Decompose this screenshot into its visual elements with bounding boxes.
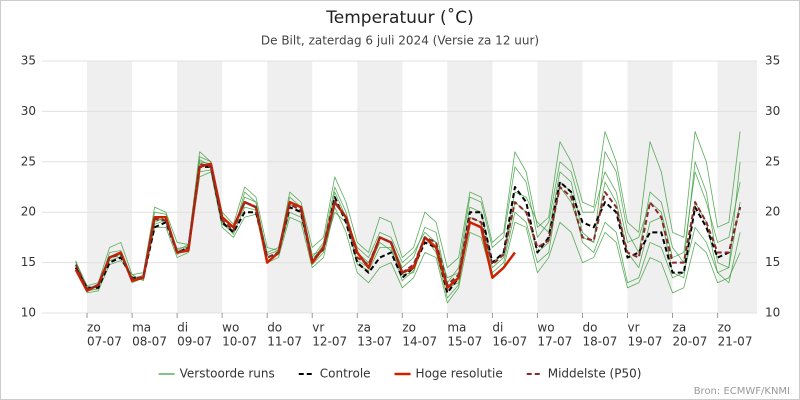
x-tick-label: ma — [132, 321, 151, 335]
x-tick-date: 19-07 — [628, 335, 663, 349]
x-tick-label: za — [673, 321, 687, 335]
day-shade — [447, 61, 493, 313]
legend-label: Controle — [320, 367, 371, 381]
x-tick-date: 09-07 — [177, 335, 212, 349]
legend-label: Hoge resolutie — [416, 367, 503, 381]
x-tick-date: 15-07 — [447, 335, 482, 349]
y-tick-label-right: 25 — [765, 154, 780, 168]
x-tick-date: 17-07 — [537, 335, 572, 349]
x-tick-date: 11-07 — [267, 335, 302, 349]
x-tick-label: vr — [312, 321, 324, 335]
series-line — [75, 159, 741, 299]
x-tick-label: zo — [718, 321, 732, 335]
source: Bron: ECMWF/KNMI — [694, 386, 790, 397]
y-tick-label-right: 15 — [765, 255, 780, 269]
series-line — [75, 171, 741, 304]
x-tick-label: wo — [222, 321, 239, 335]
x-tick-label: zo — [402, 321, 416, 335]
day-shade — [357, 61, 403, 313]
x-tick-date: 20-07 — [673, 335, 708, 349]
legend-label: Verstoorde runs — [180, 367, 275, 381]
x-tick-date: 10-07 — [222, 335, 257, 349]
x-tick-label: di — [492, 321, 503, 335]
legend-label: Middelste (P50) — [548, 367, 642, 381]
series-line — [75, 161, 741, 291]
x-tick-date: 21-07 — [718, 335, 753, 349]
y-tick-label: 20 — [21, 205, 36, 219]
day-shade — [267, 61, 313, 313]
x-tick-label: vr — [628, 321, 640, 335]
x-tick-date: 13-07 — [357, 335, 392, 349]
x-tick-label: ma — [447, 321, 466, 335]
x-tick-date: 12-07 — [312, 335, 347, 349]
day-shade — [627, 61, 673, 313]
y-tick-label: 30 — [21, 104, 36, 118]
series-line — [75, 131, 741, 287]
x-tick-label: za — [357, 321, 371, 335]
day-shade — [87, 61, 133, 313]
series-line — [74, 165, 742, 294]
y-tick-label: 10 — [21, 306, 36, 320]
chart-subtitle: De Bilt, zaterdag 6 juli 2024 (Versie za… — [261, 34, 539, 48]
x-tick-label: wo — [537, 321, 554, 335]
x-tick-label: zo — [87, 321, 101, 335]
y-tick-label: 15 — [21, 255, 36, 269]
x-tick-label: di — [177, 321, 188, 335]
x-tick-label: do — [267, 321, 282, 335]
legend: Verstoorde runs Controle Hoge resolutie Mid… — [158, 367, 642, 381]
x-tick-date: 07-07 — [87, 335, 122, 349]
y-tick-label: 35 — [21, 54, 36, 68]
x-tick-label: do — [582, 321, 597, 335]
y-tick-label-right: 30 — [765, 104, 780, 118]
y-tick-label-right: 35 — [765, 54, 780, 68]
y-tick-label: 25 — [21, 154, 36, 168]
series-line — [74, 162, 742, 290]
x-tick-date: 14-07 — [402, 335, 437, 349]
chart-title: Temperatuur (˚C) — [325, 7, 473, 28]
x-tick-date: 16-07 — [492, 335, 527, 349]
y-tick-label-right: 20 — [765, 205, 780, 219]
x-tick-date: 08-07 — [132, 335, 167, 349]
x-tick-date: 18-07 — [582, 335, 617, 349]
y-tick-label-right: 10 — [765, 306, 780, 320]
